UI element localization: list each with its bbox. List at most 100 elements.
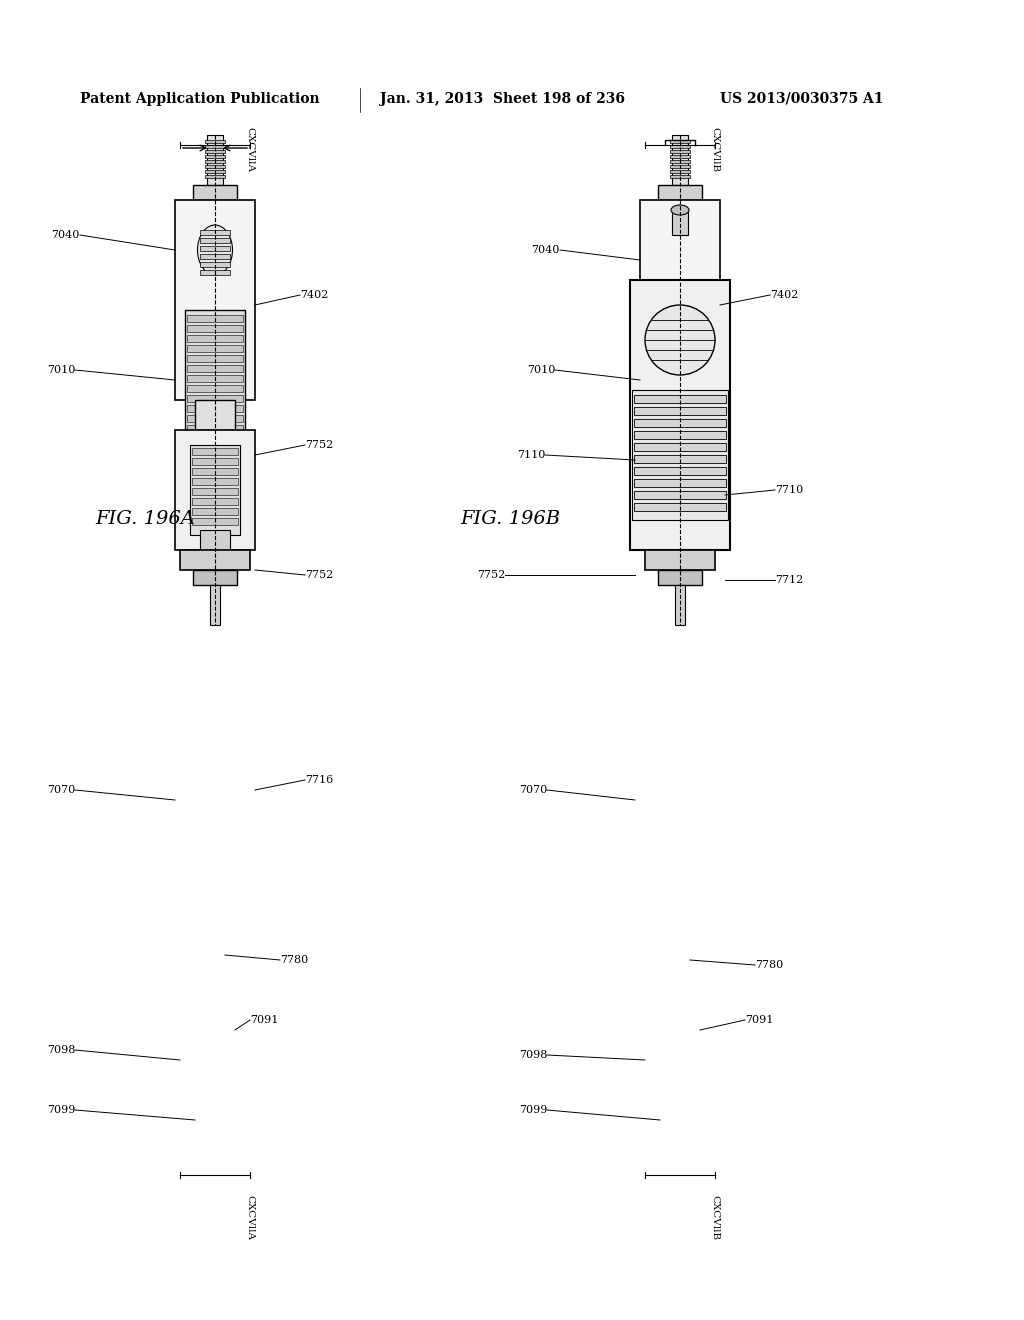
Bar	[193, 469, 238, 475]
Bar	[205, 150, 225, 153]
Bar	[200, 246, 230, 251]
Bar	[193, 517, 238, 525]
Bar	[200, 238, 230, 243]
Bar	[187, 395, 243, 403]
Bar	[670, 145, 690, 148]
Bar	[675, 585, 685, 624]
Bar	[200, 531, 230, 550]
Text: FIG. 196A: FIG. 196A	[95, 510, 195, 528]
Text: FIG. 196B: FIG. 196B	[460, 510, 560, 528]
Bar	[200, 230, 230, 235]
Bar	[187, 375, 243, 381]
Bar	[193, 185, 237, 201]
Bar	[210, 585, 220, 624]
Bar	[187, 425, 243, 432]
Text: Patent Application Publication: Patent Application Publication	[80, 92, 319, 106]
Bar	[634, 444, 726, 451]
Bar	[205, 154, 225, 158]
Bar	[187, 455, 243, 462]
Text: 7091: 7091	[250, 1015, 279, 1026]
Text: 7098: 7098	[47, 1045, 75, 1055]
Bar	[187, 385, 243, 392]
Bar	[185, 310, 245, 459]
Text: CXCVllB: CXCVllB	[710, 1195, 719, 1239]
Bar	[195, 400, 234, 430]
Text: 7010: 7010	[526, 366, 555, 375]
Bar	[193, 447, 238, 455]
Text: CXCVllA: CXCVllA	[245, 127, 254, 172]
Text: Jan. 31, 2013  Sheet 198 of 236: Jan. 31, 2013 Sheet 198 of 236	[380, 92, 625, 106]
Text: 7712: 7712	[775, 576, 803, 585]
Bar	[634, 455, 726, 463]
Bar	[190, 445, 240, 535]
Bar	[187, 366, 243, 372]
Bar	[658, 570, 702, 585]
Bar	[193, 478, 238, 484]
Bar	[670, 140, 690, 143]
Bar	[187, 405, 243, 412]
Bar	[200, 271, 230, 275]
Text: 7070: 7070	[47, 785, 75, 795]
Bar	[193, 458, 238, 465]
Bar	[193, 508, 238, 515]
Text: 7752: 7752	[305, 440, 333, 450]
Text: 7780: 7780	[755, 960, 783, 970]
Text: 7752: 7752	[305, 570, 333, 579]
Bar	[187, 445, 243, 451]
Bar	[187, 414, 243, 422]
Bar	[634, 503, 726, 511]
Bar	[200, 253, 230, 259]
Text: 7752: 7752	[477, 570, 505, 579]
Bar	[193, 498, 238, 506]
Bar	[187, 335, 243, 342]
Bar	[175, 201, 255, 400]
Bar	[670, 160, 690, 162]
Bar	[634, 491, 726, 499]
Text: 7099: 7099	[47, 1105, 75, 1115]
Text: 7010: 7010	[47, 366, 75, 375]
Text: 7091: 7091	[745, 1015, 773, 1026]
Text: US 2013/0030375 A1: US 2013/0030375 A1	[720, 92, 884, 106]
Bar	[634, 467, 726, 475]
Bar	[193, 570, 237, 585]
Bar	[180, 550, 250, 570]
Bar	[205, 170, 225, 173]
Bar	[187, 436, 243, 442]
Bar	[205, 176, 225, 178]
Bar	[670, 165, 690, 168]
Bar	[632, 389, 728, 520]
Bar	[640, 201, 720, 280]
Text: 7099: 7099	[518, 1105, 547, 1115]
Text: 7402: 7402	[770, 290, 799, 300]
Bar	[672, 135, 688, 185]
Text: 7710: 7710	[775, 484, 803, 495]
Bar	[207, 135, 223, 185]
Text: 7780: 7780	[280, 954, 308, 965]
Bar	[187, 355, 243, 362]
Ellipse shape	[645, 305, 715, 375]
Bar	[634, 407, 726, 414]
Bar	[187, 325, 243, 333]
Bar	[205, 165, 225, 168]
Ellipse shape	[198, 224, 232, 275]
Text: 7402: 7402	[300, 290, 329, 300]
Bar	[630, 280, 730, 550]
Bar	[205, 160, 225, 162]
Bar	[670, 176, 690, 178]
Bar	[634, 479, 726, 487]
Bar	[175, 430, 255, 550]
Bar	[634, 432, 726, 440]
Ellipse shape	[671, 205, 689, 215]
Bar	[634, 418, 726, 426]
Bar	[200, 261, 230, 267]
Bar	[205, 140, 225, 143]
Bar	[645, 550, 715, 570]
Text: 7098: 7098	[518, 1049, 547, 1060]
Bar	[187, 315, 243, 322]
Text: 7040: 7040	[531, 246, 560, 255]
Text: CXCVllB: CXCVllB	[710, 127, 719, 172]
Bar	[670, 170, 690, 173]
Bar	[187, 345, 243, 352]
Bar	[205, 145, 225, 148]
Bar	[672, 210, 688, 235]
